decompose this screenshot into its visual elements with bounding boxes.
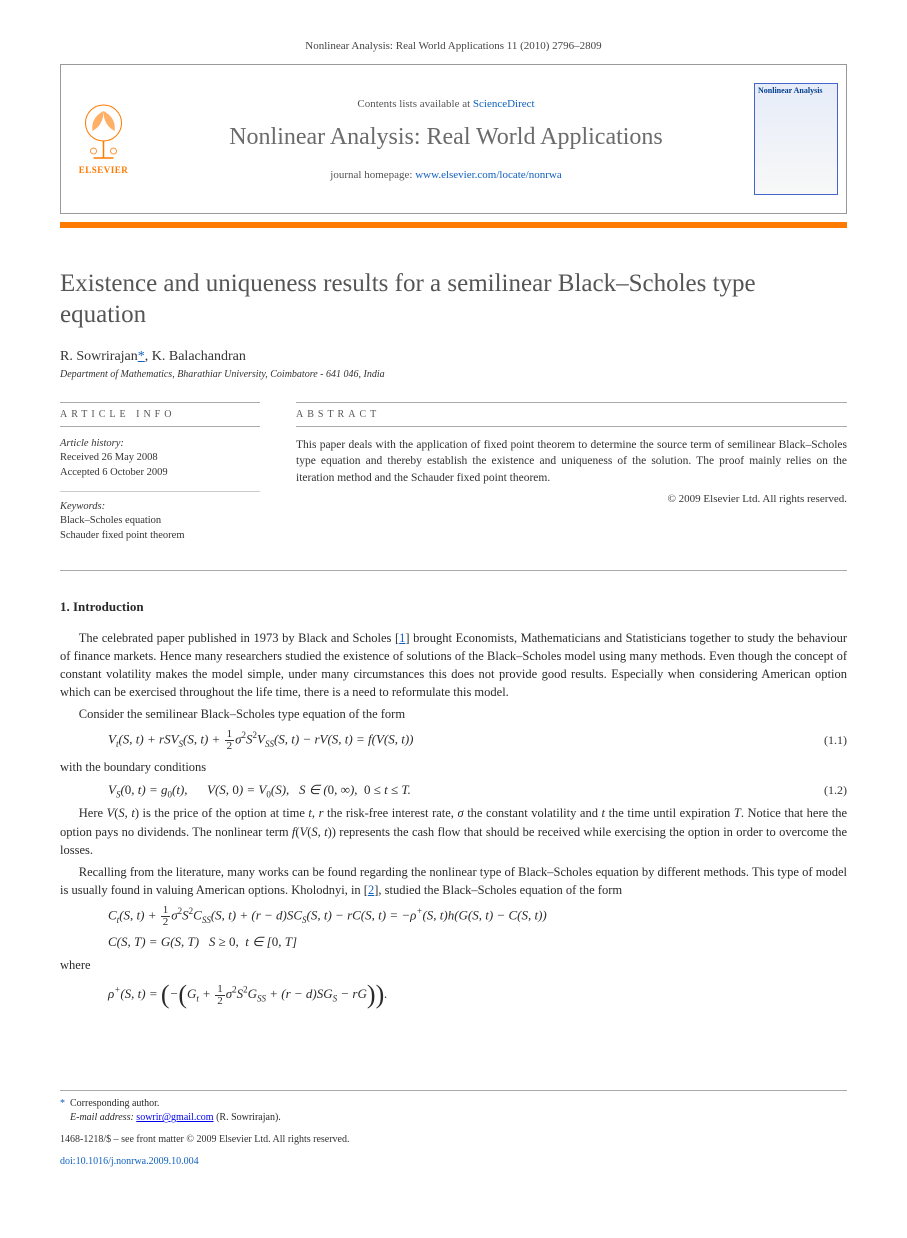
- keywords-heading: Keywords:: [60, 500, 260, 515]
- para-where: where: [60, 956, 847, 974]
- equation-1-1: Vt(S, t) + rSVS(S, t) + 12σ2S2VSS(S, t) …: [108, 729, 847, 752]
- publisher-logo-block: ELSEVIER: [61, 95, 146, 183]
- ref-link-2[interactable]: 2: [368, 883, 374, 897]
- para-intro-2: Consider the semilinear Black–Scholes ty…: [60, 705, 847, 723]
- email-label: E-mail address:: [70, 1112, 134, 1123]
- elsevier-tree-icon: [76, 103, 131, 163]
- keyword-1: Black–Scholes equation: [60, 514, 260, 529]
- corr-label: Corresponding author.: [70, 1098, 159, 1109]
- para-intro-4: Here V(S, t) is the price of the option …: [60, 804, 847, 858]
- equation-number-1-1: (1.1): [797, 733, 847, 748]
- article-info-header: ARTICLE INFO: [60, 402, 260, 427]
- corresponding-author-marker[interactable]: *: [138, 349, 145, 364]
- abstract-header: ABSTRACT: [296, 402, 847, 427]
- footer-notes: * Corresponding author. E-mail address: …: [60, 1090, 847, 1169]
- doi-link[interactable]: doi:10.1016/j.nonrwa.2009.10.004: [60, 1156, 199, 1167]
- equation-kholodnyi-2: C(S, T) = G(S, T) S ≥ 0, t ∈ [0, T]: [108, 934, 847, 950]
- issn-copyright-line: 1468-1218/$ – see front matter © 2009 El…: [60, 1133, 847, 1147]
- para-intro-5: Recalling from the literature, many work…: [60, 863, 847, 899]
- homepage-line: journal homepage: www.elsevier.com/locat…: [146, 169, 746, 181]
- received-date: Received 26 May 2008: [60, 451, 260, 466]
- journal-cover-thumbnail: Nonlinear Analysis: [754, 83, 838, 195]
- abstract-text: This paper deals with the application of…: [296, 437, 847, 487]
- publisher-label: ELSEVIER: [79, 165, 129, 175]
- homepage-prefix: journal homepage:: [330, 169, 415, 181]
- abstract-copyright: © 2009 Elsevier Ltd. All rights reserved…: [296, 493, 847, 505]
- accepted-date: Accepted 6 October 2009: [60, 466, 260, 481]
- homepage-link[interactable]: www.elsevier.com/locate/nonrwa: [415, 169, 562, 181]
- cover-journal-title: Nonlinear Analysis: [758, 87, 834, 96]
- article-title: Existence and uniqueness results for a s…: [60, 268, 847, 331]
- contents-prefix: Contents lists available at: [357, 98, 472, 110]
- author-2: K. Balachandran: [152, 349, 246, 364]
- header-citation: Nonlinear Analysis: Real World Applicati…: [60, 40, 847, 52]
- para-bc: with the boundary conditions: [60, 758, 847, 776]
- cover-thumbnail-block: Nonlinear Analysis: [746, 75, 846, 203]
- corr-asterisk-icon: *: [60, 1098, 65, 1109]
- contents-available-line: Contents lists available at ScienceDirec…: [146, 98, 746, 110]
- para-intro-1: The celebrated paper published in 1973 b…: [60, 629, 847, 702]
- info-abstract-row: ARTICLE INFO Article history: Received 2…: [60, 402, 847, 571]
- email-link[interactable]: sowrir@gmail.com: [136, 1112, 213, 1123]
- email-line: E-mail address: sowrir@gmail.com (R. Sow…: [60, 1111, 847, 1125]
- journal-name: Nonlinear Analysis: Real World Applicati…: [146, 124, 746, 151]
- article-info-column: ARTICLE INFO Article history: Received 2…: [60, 402, 260, 554]
- corresponding-author-note: * Corresponding author.: [60, 1097, 847, 1111]
- equation-rho: ρ+(S, t) = (−(Gt + 12σ2S2GSS + (r − d)SG…: [108, 980, 847, 1010]
- history-heading: Article history:: [60, 437, 260, 452]
- article-history-block: Article history: Received 26 May 2008 Ac…: [60, 437, 260, 481]
- banner-center: Contents lists available at ScienceDirec…: [146, 88, 746, 191]
- authors-line: R. Sowrirajan*, K. Balachandran: [60, 349, 847, 365]
- info-separator: [60, 491, 260, 492]
- equation-1-2: VS(0, t) = g0(t), V(S, 0) = V0(S), S ∈ (…: [108, 782, 847, 798]
- author-1: R. Sowrirajan: [60, 349, 138, 364]
- email-attribution: (R. Sowrirajan).: [216, 1112, 281, 1123]
- equation-kholodnyi-1: Ct(S, t) + 12σ2S2CSS(S, t) + (r − d)SCS(…: [108, 905, 847, 928]
- sciencedirect-link[interactable]: ScienceDirect: [473, 98, 535, 110]
- section-1-heading: 1. Introduction: [60, 599, 847, 615]
- journal-banner: ELSEVIER Contents lists available at Sci…: [60, 64, 847, 214]
- abstract-column: ABSTRACT This paper deals with the appli…: [296, 402, 847, 554]
- keywords-block: Keywords: Black–Scholes equation Schaude…: [60, 500, 260, 544]
- ref-link-1[interactable]: 1: [399, 631, 405, 645]
- orange-accent-bar: [60, 222, 847, 228]
- keyword-2: Schauder fixed point theorem: [60, 529, 260, 544]
- doi-line: doi:10.1016/j.nonrwa.2009.10.004: [60, 1155, 847, 1169]
- affiliation: Department of Mathematics, Bharathiar Un…: [60, 369, 847, 380]
- equation-number-1-2: (1.2): [797, 783, 847, 798]
